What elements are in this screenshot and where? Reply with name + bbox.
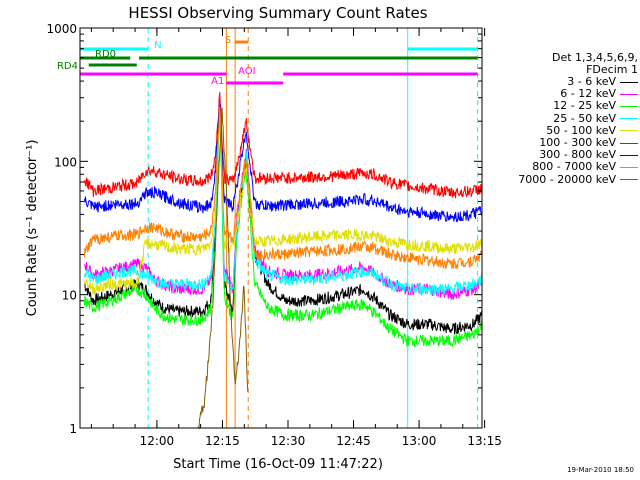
x-tick-label-12-45: 12:45: [336, 434, 371, 448]
series-100-300-kev: [83, 93, 483, 199]
legend-item-25-50-kev: 25 - 50 keV: [480, 111, 638, 125]
legend-item-50-100-kev: 50 - 100 keV: [480, 123, 638, 137]
legend-swatch: [620, 118, 638, 120]
legend-label: 25 - 50 keV: [553, 111, 616, 125]
legend-item-100-300-kev: 100 - 300 keV: [480, 135, 638, 149]
legend-item-3-6-kev: 3 - 6 keV: [480, 75, 638, 88]
legend-swatch: [620, 93, 638, 95]
flag-label-a1: A1: [211, 76, 224, 87]
series-7000-20000-kev: [197, 107, 249, 430]
series-800-7000-kev: [83, 106, 483, 270]
legend-item-6-12-kev: 6 - 12 keV: [480, 87, 638, 101]
flag-label-s: S: [225, 35, 231, 46]
series-lines: [83, 91, 483, 430]
legend: Det 1,3,4,5,6,9, FDecim 1 3 - 6 keV 6 - 1…: [480, 52, 638, 186]
axes: 1 10 100 1000 12:00 12:15 12:30 12:45 13:00 13:15: [46, 22, 501, 448]
legend-item-12-25-kev: 12 - 25 keV: [480, 100, 638, 112]
x-tick-label-12-00: 12:00: [140, 434, 175, 448]
legend-swatch: [620, 81, 638, 83]
series-25-50-kev: [83, 102, 483, 297]
x-tick-label-12-15: 12:15: [205, 434, 240, 448]
flag-label-n: N: [154, 40, 161, 51]
series-300-800-kev: [83, 104, 483, 223]
flag-label-rd4: RD4: [57, 61, 78, 72]
series-12-25-kev: [83, 101, 483, 349]
legend-swatch: [620, 130, 638, 132]
legend-label: 7000 - 20000 keV: [518, 172, 616, 186]
x-axis-label: Start Time (16-Oct-09 11:47:22): [173, 457, 383, 472]
legend-label: 100 - 300 keV: [539, 135, 616, 149]
legend-item-800-7000-kev: 800 - 7000 keV: [480, 161, 638, 173]
legend-swatch: [620, 142, 638, 144]
flag-label-aoi: AOI: [238, 66, 256, 77]
y-axis-label: Count Rate (s⁻¹ detector⁻¹): [25, 140, 40, 317]
observing-flags: N RD0 RD4 S AOI A1: [57, 35, 478, 87]
series-50-100-kev: [83, 109, 483, 296]
legend-swatch: [620, 154, 638, 156]
x-tick-label-12-30: 12:30: [271, 434, 306, 448]
legend-label: 3 - 6 keV: [567, 75, 616, 88]
legend-label: 800 - 7000 keV: [532, 160, 616, 174]
legend-label: 300 - 800 keV: [539, 148, 616, 162]
series-3-6-kev: [84, 107, 483, 335]
legend-header-1: Det 1,3,4,5,6,9,: [551, 51, 638, 64]
legend-swatch: [620, 179, 638, 181]
legend-item-7000-20000-kev: 7000 - 20000 keV: [480, 172, 638, 186]
legend-swatch: [620, 105, 638, 107]
flag-label-rd0: RD0: [95, 49, 116, 60]
legend-label: 12 - 25 keV: [553, 99, 616, 113]
y-tick-label-1000: 1000: [46, 22, 77, 36]
x-tick-label-13-00: 13:00: [402, 434, 437, 448]
x-tick-label-13-15: 13:15: [467, 434, 502, 448]
legend-label: 6 - 12 keV: [560, 87, 616, 101]
legend-item-300-800-kev: 300 - 800 keV: [480, 148, 638, 162]
y-tick-label-100: 100: [54, 155, 77, 169]
legend-header-2: FDecim 1: [586, 63, 638, 76]
y-tick-label-10: 10: [62, 289, 77, 303]
legend-swatch: [620, 166, 638, 168]
y-tick-label-1: 1: [69, 422, 77, 436]
legend-label: 50 - 100 keV: [546, 123, 616, 137]
plot-frame: [79, 27, 483, 429]
footer-date: 19-Mar-2010 18:50: [567, 466, 634, 474]
chart-title: HESSI Observing Summary Count Rates: [128, 4, 427, 22]
